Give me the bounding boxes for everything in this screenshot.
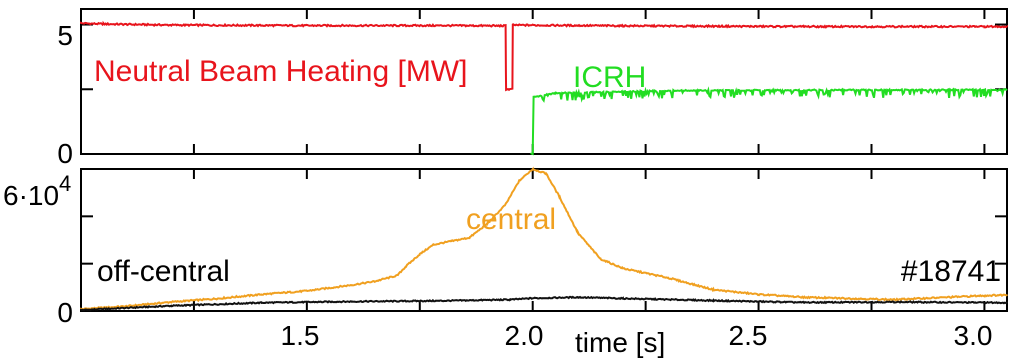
x-axis-label: time [s]	[575, 327, 665, 358]
icrh-label: ICRH	[573, 61, 646, 94]
top-ticks	[81, 9, 1007, 155]
bottom-y-tick-label-6e4: 6·104	[3, 171, 71, 211]
x-tick-label-2-0: 2.0	[505, 320, 544, 351]
x-tick-label-1-5: 1.5	[281, 320, 320, 351]
icrh-series-line	[530, 86, 1008, 156]
off-central-label: off-central	[97, 255, 230, 288]
top-y-tick-label-0: 0	[57, 138, 73, 169]
x-tick-label-2-5: 2.5	[729, 320, 768, 351]
central-label: central	[466, 203, 556, 236]
x-tick-label-3-0: 3.0	[954, 320, 993, 351]
bottom-panel: 6·104 0 central off-central #18741 1.5 2…	[3, 166, 1008, 358]
nbi-label: Neutral Beam Heating [MW]	[94, 55, 467, 88]
bottom-panel-frame	[80, 168, 1008, 312]
nbi-series-line	[80, 20, 1008, 92]
bottom-y-tick-mantissa: 6·10	[3, 180, 59, 211]
off-central-series-line	[80, 295, 1008, 312]
shot-number-label: #18741	[901, 255, 1001, 288]
bottom-y-tick-label-0: 0	[57, 297, 73, 328]
central-series-line	[80, 166, 1008, 311]
top-panel-frame	[80, 8, 1008, 155]
top-panel: 5 0 Neutral Beam Heating [MW] ICRH	[57, 8, 1008, 169]
top-y-tick-label-5: 5	[57, 20, 73, 51]
bottom-y-tick-exponent: 4	[59, 171, 71, 196]
bottom-ticks	[81, 168, 1007, 312]
